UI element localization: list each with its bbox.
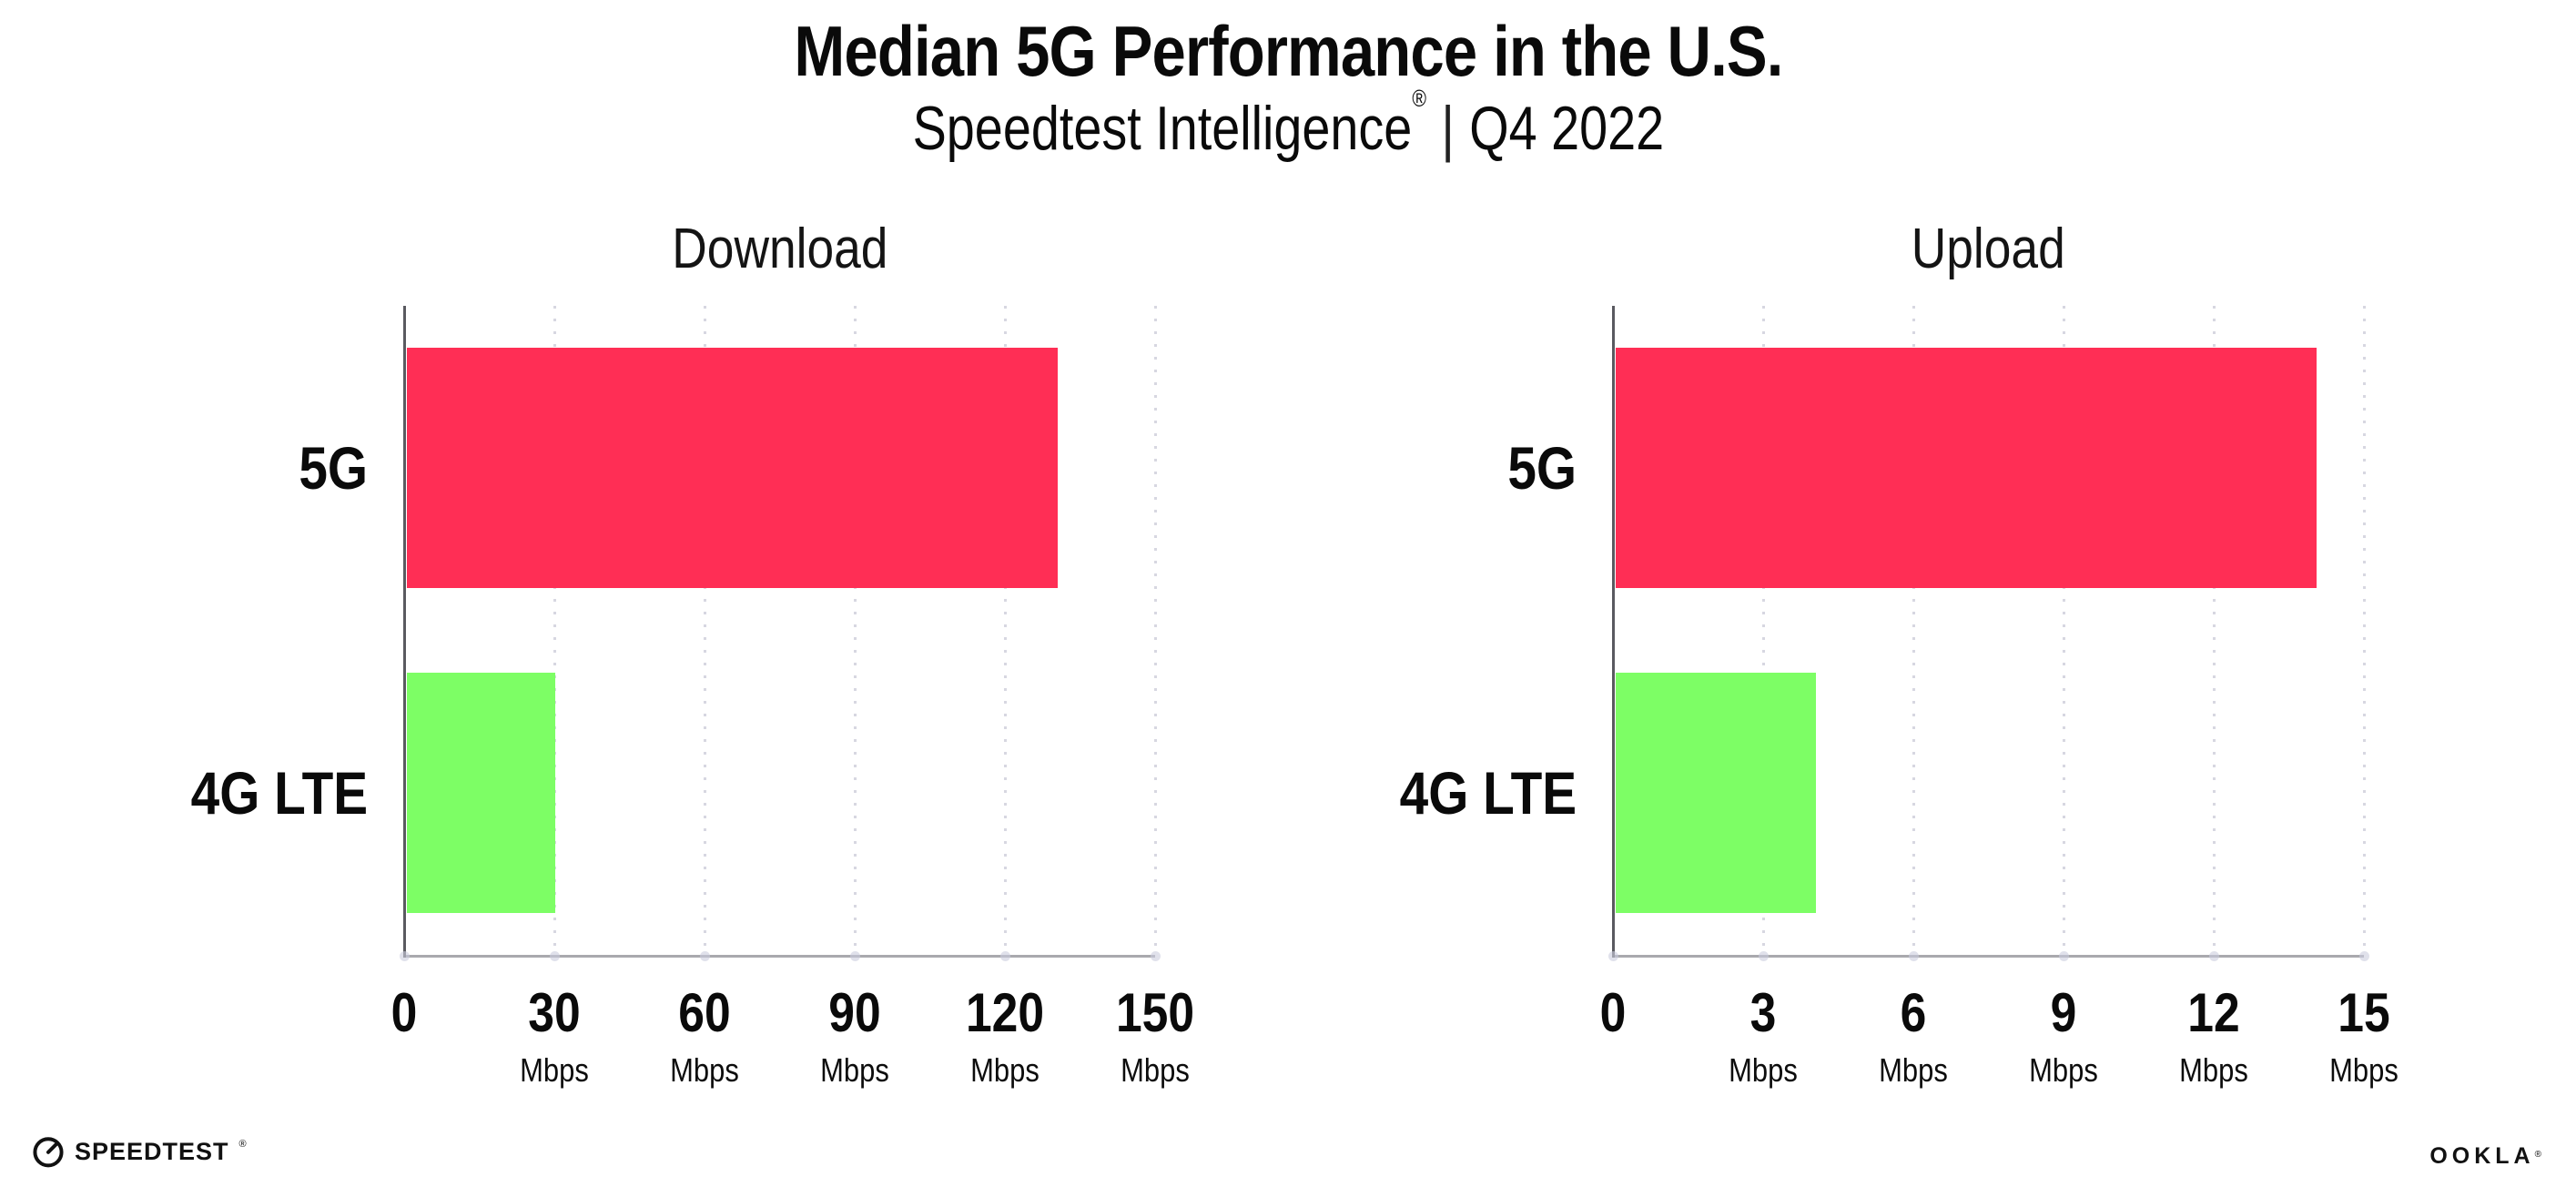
- tick-label: 90 Mbps: [776, 985, 933, 1089]
- tick-value: 150: [1115, 982, 1195, 1043]
- tick-unit: Mbps: [1879, 1051, 1948, 1089]
- ookla-logo: OOKLA®: [2429, 1143, 2541, 1170]
- tick-unit: Mbps: [2179, 1051, 2248, 1089]
- gridline: [1912, 306, 1915, 955]
- speedtest-gauge-icon: [33, 1137, 64, 1168]
- tick-dot: [2059, 951, 2069, 961]
- category-label-4g-lte: 4G LTE: [1231, 751, 1577, 835]
- tick-dot: [2209, 951, 2219, 961]
- tick-value: 120: [965, 982, 1045, 1043]
- category-label-5g: 5G: [22, 426, 368, 510]
- category-label-text: 4G LTE: [190, 758, 368, 827]
- tick-value: 0: [1599, 982, 1627, 1043]
- speedtest-logo: SPEEDTEST ®: [31, 1134, 247, 1169]
- category-label-text: 5G: [1507, 434, 1577, 502]
- tick-label: 30 Mbps: [476, 985, 633, 1089]
- bar-5g: [407, 348, 1058, 589]
- tick-unit: Mbps: [1729, 1051, 1798, 1089]
- y-axis-line: [1612, 306, 1615, 958]
- ookla-trademark: ®: [2534, 1150, 2541, 1160]
- figure-subtitle: Speedtest Intelligence® | Q4 2022: [912, 86, 1664, 163]
- x-axis-line: [404, 955, 1155, 958]
- y-axis-line: [403, 306, 406, 958]
- figure-title-row: Median 5G Performance in the U.S.: [0, 11, 2576, 91]
- tick-dot: [2359, 951, 2369, 961]
- chart-title-text: Download: [671, 218, 888, 280]
- tick-label: 9 Mbps: [1985, 985, 2142, 1089]
- tick-label: 60 Mbps: [626, 985, 783, 1089]
- tick-label: 0: [326, 985, 482, 1041]
- ookla-wordmark: OOKLA: [2429, 1143, 2535, 1169]
- gridline: [2063, 306, 2065, 955]
- tick-dot: [1909, 951, 1919, 961]
- gridline: [704, 306, 706, 955]
- chart-title: Upload: [1613, 215, 2364, 284]
- chart-title: Download: [404, 215, 1155, 284]
- tick-value: 6: [1900, 982, 1927, 1043]
- registered-mark: ®: [1411, 86, 1426, 113]
- tick-dot: [1759, 951, 1769, 961]
- tick-dot: [1151, 951, 1161, 961]
- category-label-5g: 5G: [1231, 426, 1577, 510]
- chart-title-text: Upload: [1912, 218, 2065, 280]
- gridline: [1762, 306, 1765, 955]
- tick-value: 60: [678, 982, 731, 1043]
- tick-dot: [850, 951, 860, 961]
- bar-5g: [1616, 348, 2317, 589]
- tick-dot: [700, 951, 710, 961]
- tick-dot: [1000, 951, 1010, 961]
- tick-value: 0: [390, 982, 418, 1043]
- tick-unit: Mbps: [970, 1051, 1040, 1089]
- subtitle-divider: |: [1440, 94, 1455, 163]
- gridline: [1004, 306, 1007, 955]
- tick-value: 3: [1749, 982, 1777, 1043]
- x-axis-line: [1613, 955, 2364, 958]
- tick-unit: Mbps: [2329, 1051, 2399, 1089]
- speedtest-trademark: ®: [238, 1139, 247, 1150]
- gridline: [553, 306, 556, 955]
- tick-dot: [1608, 951, 1618, 961]
- figure-subtitle-row: Speedtest Intelligence® | Q4 2022: [0, 86, 2576, 163]
- tick-label: 15 Mbps: [2286, 985, 2442, 1089]
- tick-label: 12 Mbps: [2135, 985, 2292, 1089]
- tick-value: 30: [528, 982, 581, 1043]
- subtitle-brand: Speedtest Intelligence: [912, 94, 1412, 163]
- category-label-text: 4G LTE: [1399, 758, 1577, 827]
- tick-unit: Mbps: [520, 1051, 589, 1089]
- subtitle-period: Q4 2022: [1468, 94, 1664, 163]
- tick-value: 12: [2187, 982, 2240, 1043]
- tick-unit: Mbps: [820, 1051, 889, 1089]
- tick-unit: Mbps: [1121, 1051, 1190, 1089]
- tick-dot: [550, 951, 560, 961]
- tick-value: 90: [828, 982, 881, 1043]
- gridline: [854, 306, 857, 955]
- speedtest-wordmark: SPEEDTEST: [75, 1137, 229, 1165]
- gridline: [2363, 306, 2366, 955]
- tick-value: 9: [2050, 982, 2077, 1043]
- bar-4g-lte: [407, 672, 555, 913]
- tick-label: 120 Mbps: [927, 985, 1083, 1089]
- gridline: [2213, 306, 2216, 955]
- category-label-4g-lte: 4G LTE: [22, 751, 368, 835]
- figure-title: Median 5G Performance in the U.S.: [793, 11, 1783, 91]
- tick-unit: Mbps: [2029, 1051, 2098, 1089]
- tick-label: 150 Mbps: [1077, 985, 1233, 1089]
- tick-label: 0: [1535, 985, 1691, 1041]
- category-label-text: 5G: [299, 434, 368, 502]
- tick-dot: [400, 951, 410, 961]
- tick-unit: Mbps: [670, 1051, 739, 1089]
- tick-value: 15: [2338, 982, 2390, 1043]
- bar-4g-lte: [1616, 672, 1816, 913]
- tick-label: 6 Mbps: [1835, 985, 1992, 1089]
- tick-label: 3 Mbps: [1685, 985, 1841, 1089]
- gridline: [1154, 306, 1157, 955]
